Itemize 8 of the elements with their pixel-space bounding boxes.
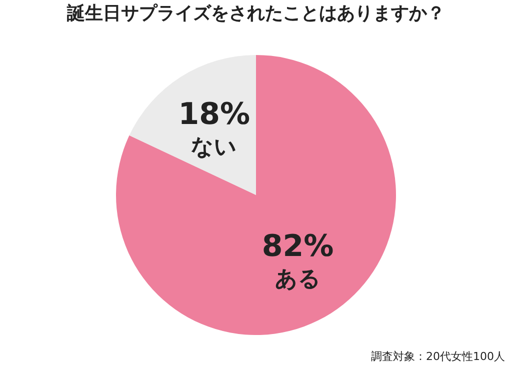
data-label: 82% [262, 228, 334, 264]
pie-slice [116, 55, 396, 335]
slice-label: ある [274, 266, 321, 292]
chart-title: 誕生日サプライズをされたことはありますか？ [66, 3, 445, 24]
data-label: 18% [178, 97, 250, 132]
text: 調査対象：20代女性100人 [371, 350, 505, 363]
pie-slice [129, 55, 256, 195]
slice-label: ない [191, 135, 238, 160]
